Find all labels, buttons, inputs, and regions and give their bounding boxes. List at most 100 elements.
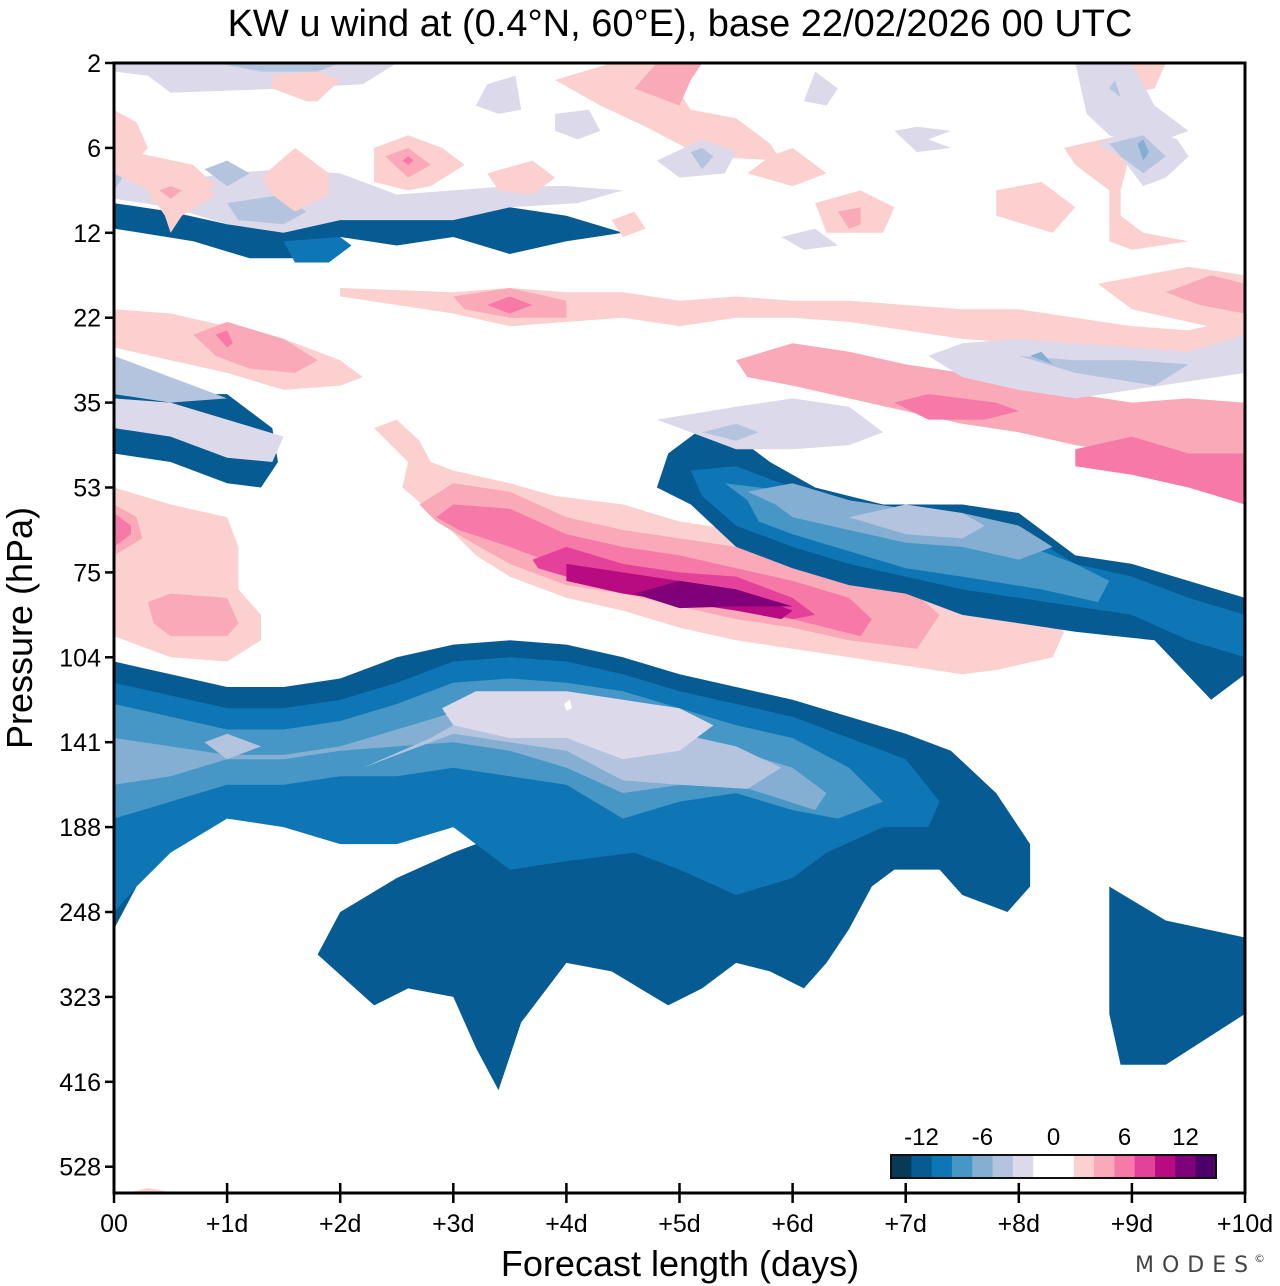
colorbar-swatch (1114, 1155, 1136, 1178)
contour-region (204, 733, 261, 760)
contour-region (555, 109, 601, 140)
contour-region (702, 423, 759, 441)
colorbar-swatch (1073, 1155, 1095, 1178)
colorbar-swatch (972, 1155, 994, 1178)
contour-region (564, 699, 573, 711)
contour-region (1137, 139, 1149, 161)
colorbar-label: -12 (904, 1124, 939, 1151)
colorbar-label: -6 (972, 1124, 993, 1151)
x-tick-label: +1d (206, 1210, 248, 1238)
contour-region (803, 71, 838, 106)
chart-title: KW u wind at (0.4°N, 60°E), base 22/02/2… (228, 3, 1133, 45)
y-tick-label: 104 (59, 644, 101, 672)
contour-region (634, 580, 793, 609)
colorbar-label: 0 (1047, 1124, 1060, 1151)
colorbar-swatch (911, 1155, 933, 1178)
colorbar-legend: -12 -6 0 6 12 (890, 1124, 1217, 1179)
colorbar-swatch (891, 1155, 912, 1178)
x-tick-label: +5d (658, 1210, 700, 1238)
contour-region (272, 71, 341, 102)
y-axis-label: Pressure (hPa) (0, 507, 40, 749)
contour-region (159, 186, 182, 199)
colorbar-swatch (1053, 1155, 1075, 1178)
contour-region (283, 237, 352, 263)
contour-region (656, 398, 884, 450)
contour-region (1018, 355, 1189, 386)
contour-region (849, 504, 985, 539)
y-tick-label: 188 (59, 814, 101, 842)
contour-region (555, 63, 782, 161)
contour-region (1030, 351, 1053, 365)
contour-region (894, 126, 951, 153)
contour-region (114, 657, 940, 912)
x-tick-label: +7d (884, 1210, 926, 1238)
y-tick-label: 6 (87, 135, 101, 163)
colorbar-swatch (1195, 1155, 1217, 1178)
contour-region (402, 156, 414, 165)
colorbar-swatch (951, 1155, 973, 1178)
y-tick-label: 528 (59, 1154, 101, 1182)
y-tick-label: 75 (73, 559, 101, 587)
contour-region (781, 228, 838, 250)
brand-logo: MODES (1135, 1253, 1256, 1278)
contour-region (147, 593, 239, 637)
contour-region (215, 330, 233, 348)
x-tick-label: +8d (998, 1210, 1040, 1238)
x-tick-label: 00 (100, 1210, 128, 1238)
contour-region (487, 296, 533, 314)
contour-region (1075, 63, 1189, 148)
contour-region (114, 398, 284, 462)
contour-region (837, 207, 861, 229)
colorbar-frame (890, 1154, 1217, 1179)
colorbar-swatch (1033, 1155, 1054, 1178)
contour-region (1109, 886, 1245, 1065)
contour-region (114, 203, 623, 259)
contour-regions (114, 63, 1245, 1193)
y-tick-label: 323 (59, 984, 101, 1012)
colorbar-swatch (992, 1155, 1014, 1178)
y-tick-label: 248 (59, 899, 101, 927)
y-tick-label: 53 (73, 475, 101, 503)
colorbar-label: 6 (1118, 1124, 1131, 1151)
contour-region (487, 160, 556, 195)
y-tick-label: 35 (73, 390, 101, 418)
colorbar-swatch (1094, 1155, 1115, 1178)
contour-region (475, 75, 522, 114)
colorbar-label: 12 (1172, 1124, 1199, 1151)
y-tick-label: 12 (73, 220, 101, 248)
contour-region (747, 147, 827, 187)
contour-region (996, 181, 1076, 233)
y-tick-label: 416 (59, 1069, 101, 1097)
contour-region (204, 160, 250, 187)
contour-region (147, 177, 216, 216)
x-tick-label: +3d (432, 1210, 474, 1238)
x-axis: 00 +1d +2d +3d +4d +5d +6d +7d +8d +9d +10d (100, 1183, 1273, 1238)
contour-region (611, 211, 646, 237)
x-tick-label: +9d (1111, 1210, 1153, 1238)
contour-region (261, 147, 329, 212)
x-axis-label: Forecast length (days) (501, 1243, 859, 1284)
contour-region (634, 63, 703, 106)
y-axis: 2 6 12 22 35 53 75 104 141 188 248 323 416 528 (59, 50, 114, 1182)
contour-region (215, 63, 341, 72)
x-tick-label: +2d (319, 1210, 361, 1238)
contour-region (442, 691, 714, 760)
contour-region (1165, 275, 1245, 314)
y-tick-label: 22 (73, 305, 101, 333)
contour-region (1064, 135, 1189, 250)
contour-region (894, 394, 1019, 420)
x-tick-label: +4d (545, 1210, 587, 1238)
contour-region (362, 712, 782, 789)
y-tick-label: 141 (59, 729, 101, 757)
contour-region (1109, 80, 1121, 97)
colorbar-swatch (1175, 1155, 1197, 1178)
brand-copyright-mark: © (1254, 1252, 1265, 1265)
contour-region (114, 355, 228, 403)
colorbar-swatch (1155, 1155, 1176, 1178)
contour-region (690, 147, 714, 170)
x-tick-label: +10d (1217, 1210, 1273, 1238)
contour-region (1075, 436, 1245, 505)
contour-region (1109, 135, 1166, 174)
x-tick-label: +6d (771, 1210, 813, 1238)
